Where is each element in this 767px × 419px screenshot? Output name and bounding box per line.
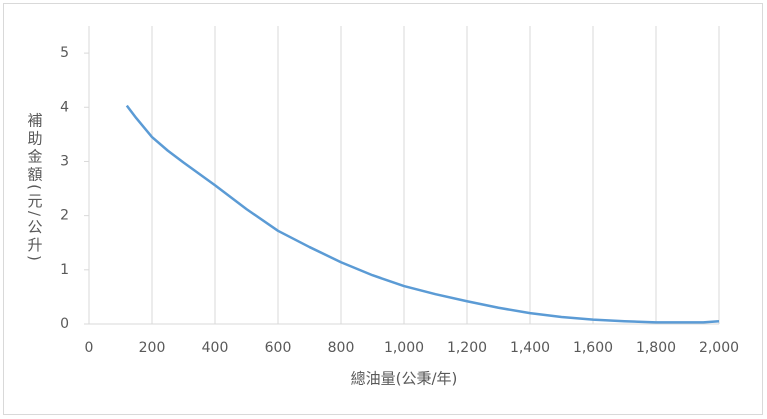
x-tick-label: 1,800 (636, 340, 676, 356)
x-tick-label: 1,600 (573, 340, 613, 356)
x-tick-label: 1,200 (447, 340, 487, 356)
y-tick-label: 2 (60, 208, 69, 224)
x-axis-label: 總油量(公秉/年) (351, 370, 458, 388)
x-tick-label: 200 (139, 340, 166, 356)
x-tick-label: 1,000 (384, 340, 424, 356)
x-tick-label: 1,400 (510, 340, 550, 356)
x-tick-label: 2,000 (699, 340, 739, 356)
y-axis-label: 補助金額(元/公升) (26, 112, 44, 264)
data-line (125, 104, 720, 324)
y-tick-label: 3 (60, 153, 69, 169)
x-tick-label: 0 (85, 340, 94, 356)
x-tick-label: 600 (265, 340, 292, 356)
x-tick-label: 400 (202, 340, 229, 356)
y-tick-label: 5 (60, 45, 69, 61)
chart-border (3, 3, 763, 415)
y-tick-label: 0 (60, 316, 69, 332)
y-tick-label: 4 (60, 99, 69, 115)
y-tick-label: 1 (60, 262, 69, 278)
x-tick-label: 800 (328, 340, 355, 356)
